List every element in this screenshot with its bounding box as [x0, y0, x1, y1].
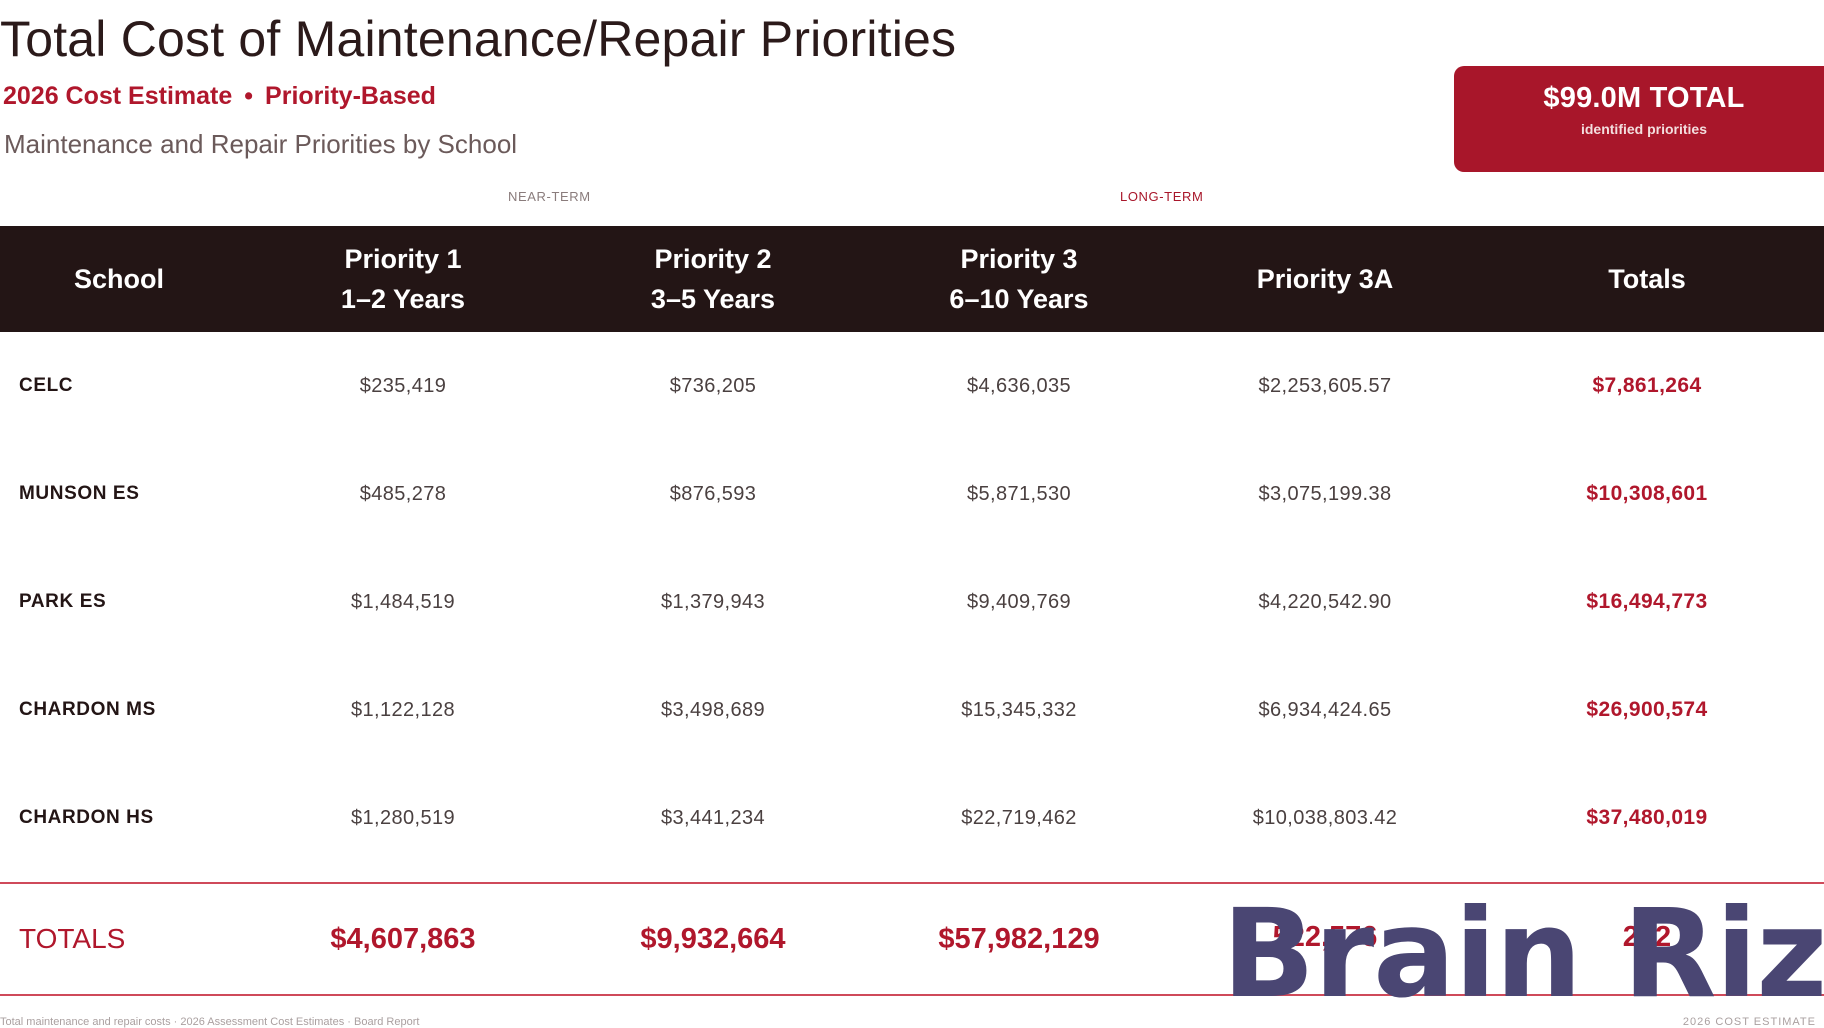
totals-label: TOTALS	[19, 923, 126, 954]
cell-priority-3a: $4,220,542.90	[1258, 590, 1392, 613]
header-totals: Totals	[1608, 264, 1686, 294]
cell-school: PARK ES	[19, 591, 107, 612]
totals-grand-total: 232	[1622, 920, 1672, 953]
table-row: PARK ES $1,484,519 $1,379,943 $9,409,769…	[0, 548, 1824, 656]
cell-total: $10,308,601	[1586, 482, 1708, 505]
cell-priority-3a: $6,934,424.65	[1258, 698, 1392, 721]
priorities-table: School Priority 1 1–2 Years Priority 2 3…	[0, 226, 1824, 996]
cell-priority-3: $9,409,769	[966, 590, 1072, 613]
total-badge-amount: $99.0M TOTAL	[1543, 82, 1745, 114]
cell-priority-2: $3,441,234	[660, 806, 766, 829]
subtitle: 2026 Cost Estimate • Priority-Based	[3, 82, 436, 111]
long-term-label: LONG-TERM	[1120, 189, 1204, 204]
cell-priority-2: $3,498,689	[660, 698, 766, 721]
cell-priority-1: $1,122,128	[350, 698, 456, 721]
cell-priority-2: $736,205	[669, 374, 757, 397]
cell-priority-3: $4,636,035	[966, 374, 1072, 397]
cell-priority-3a: $3,075,199.38	[1258, 482, 1392, 505]
cell-priority-3a: $2,253,605.57	[1258, 374, 1392, 397]
cell-priority-3: $15,345,332	[961, 698, 1077, 721]
cell-school: MUNSON ES	[19, 483, 140, 504]
brain-rize-watermark: Brain Rize	[1222, 883, 1824, 1025]
totals-priority-2: $9,932,664	[640, 922, 786, 955]
totals-row: TOTALS $4,607,863 $9,932,664 $57,982,129…	[0, 882, 1824, 996]
header-priority-3a: Priority 3A	[1256, 264, 1394, 294]
table-row: CELC $235,419 $736,205 $4,636,035 $2,253…	[0, 332, 1824, 440]
table-row: CHARDON HS $1,280,519 $3,441,234 $22,719…	[0, 764, 1824, 872]
header-priority-1: Priority 1 1–2 Years	[340, 244, 466, 314]
cell-total: $16,494,773	[1586, 590, 1708, 613]
cell-priority-3a: $10,038,803.42	[1252, 806, 1398, 829]
cell-priority-3: $22,719,462	[961, 806, 1077, 829]
subtitle-cost-estimate: 2026 Cost Estimate	[3, 82, 233, 110]
header-priority-2: Priority 2 3–5 Years	[650, 244, 776, 314]
near-term-label: NEAR-TERM	[508, 189, 591, 204]
cell-school: CELC	[19, 375, 74, 396]
totals-priority-3: $57,982,129	[938, 922, 1100, 955]
cell-priority-3: $5,871,530	[966, 482, 1072, 505]
page-title: Total Cost of Maintenance/Repair Priorit…	[0, 11, 957, 67]
section-caption: Maintenance and Repair Priorities by Sch…	[4, 129, 518, 159]
cell-total: $37,480,019	[1586, 806, 1708, 829]
totals-priority-3a: 522,576	[1272, 920, 1378, 953]
header-school: School	[73, 264, 164, 294]
cell-priority-1: $485,278	[359, 482, 447, 505]
header-priority-3: Priority 3 6–10 Years	[949, 244, 1089, 314]
cell-priority-1: $1,280,519	[350, 806, 456, 829]
table-header-row: School Priority 1 1–2 Years Priority 2 3…	[0, 226, 1824, 332]
footer-label: 2026 COST ESTIMATE	[1682, 1016, 1816, 1028]
cell-priority-1: $1,484,519	[350, 590, 456, 613]
cell-total: $7,861,264	[1592, 374, 1702, 397]
totals-priority-1: $4,607,863	[330, 922, 476, 955]
subtitle-separator: •	[244, 82, 254, 110]
total-badge: $99.0M TOTAL identified priorities	[1454, 66, 1824, 172]
cell-total: $26,900,574	[1586, 698, 1708, 721]
cell-school: CHARDON MS	[19, 699, 156, 720]
cell-priority-1: $235,419	[359, 374, 447, 397]
footer-note: Total maintenance and repair costs · 202…	[0, 1016, 420, 1028]
table-row: MUNSON ES $485,278 $876,593 $5,871,530 $…	[0, 440, 1824, 548]
cell-school: CHARDON HS	[19, 807, 154, 828]
subtitle-priority-based: Priority-Based	[265, 82, 436, 110]
cell-priority-2: $1,379,943	[660, 590, 766, 613]
total-badge-caption: identified priorities	[1580, 121, 1707, 137]
table-row: CHARDON MS $1,122,128 $3,498,689 $15,345…	[0, 656, 1824, 764]
cell-priority-2: $876,593	[669, 482, 757, 505]
